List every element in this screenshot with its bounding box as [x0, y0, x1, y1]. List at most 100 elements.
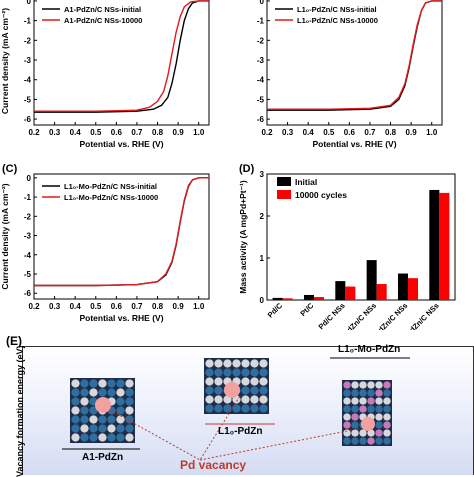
lattice-l10-pdzn: [204, 358, 269, 414]
legend-swatch: [277, 190, 291, 199]
chart-panel-b: 0.2 0.3 0.4 0.5 0.6 0.7 0.8 0.9 1.0 0 -1 -2 -3 -4 -5 -6…: [257, 0, 443, 149]
atom: [125, 388, 134, 397]
atom: [375, 437, 383, 445]
atom: [214, 386, 223, 395]
vacancy-marker-a1: [95, 397, 111, 413]
atom: [116, 433, 125, 442]
atom: [259, 377, 268, 386]
atom: [241, 404, 250, 413]
atom: [205, 386, 214, 395]
category-label: Pd/C: [266, 301, 285, 320]
atom: [367, 397, 375, 405]
vacancy-marker-l10-mo: [361, 417, 375, 431]
x-tick-label: 0.6: [111, 128, 123, 137]
x-axis-label: Potential vs. RHE (V): [312, 139, 396, 149]
atom: [375, 405, 383, 413]
atom: [205, 368, 214, 377]
atom: [367, 405, 375, 413]
atom: [116, 415, 125, 424]
atom: [214, 377, 223, 386]
x-tick-label: 0.5: [90, 302, 102, 311]
lattice-l10-mo-pdzn: [342, 380, 392, 446]
atom: [259, 404, 268, 413]
bar: [314, 297, 325, 300]
atom: [351, 381, 359, 389]
x-tick-label: 0.3: [49, 128, 61, 137]
atom: [343, 413, 351, 421]
y-tick-label: -4: [257, 76, 265, 85]
atom: [98, 433, 107, 442]
x-tick-label: 0.8: [152, 128, 164, 137]
atom: [71, 388, 80, 397]
atom: [223, 359, 232, 368]
atom: [71, 415, 80, 424]
atom: [359, 437, 367, 445]
atom: [232, 359, 241, 368]
x-tick-label: 0.2: [261, 128, 273, 137]
x-tick-label: 0.6: [111, 302, 123, 311]
atom: [343, 429, 351, 437]
atom: [241, 368, 250, 377]
atom: [383, 413, 391, 421]
atom: [98, 388, 107, 397]
atom: [343, 381, 351, 389]
x-tick-label: 0.4: [70, 128, 82, 137]
atom: [241, 395, 250, 404]
y-tick-label: -1: [24, 193, 32, 202]
bar: [335, 281, 346, 300]
atom: [383, 437, 391, 445]
atom: [351, 421, 359, 429]
x-tick-label: 0.9: [406, 128, 418, 137]
y-tick-label: -5: [24, 270, 32, 279]
atom: [125, 406, 134, 415]
x-tick-label: 0.7: [131, 128, 143, 137]
atom: [205, 359, 214, 368]
atom: [375, 381, 383, 389]
atom: [89, 424, 98, 433]
x-tick-label: 0.2: [28, 128, 40, 137]
atom: [383, 405, 391, 413]
atom: [80, 388, 89, 397]
atom: [214, 404, 223, 413]
legend-label: L1₀-PdZn/C NSs-10000: [297, 16, 378, 25]
atom: [98, 379, 107, 388]
x-tick-label: 0.8: [152, 302, 164, 311]
atom: [375, 429, 383, 437]
panel-label: (D): [239, 163, 255, 175]
atom: [250, 368, 259, 377]
atom: [383, 429, 391, 437]
plot-frame: [266, 0, 443, 126]
atom: [71, 379, 80, 388]
atom: [241, 359, 250, 368]
atom: [351, 437, 359, 445]
bar: [345, 286, 356, 300]
atom: [205, 404, 214, 413]
category-label: Pd/C NSs: [317, 301, 347, 330]
atom: [375, 389, 383, 397]
y-tick-label: -2: [257, 36, 265, 45]
atom: [351, 389, 359, 397]
y-tick-label: 0: [260, 296, 265, 305]
panel-e-drawing: [62, 357, 410, 461]
atom: [351, 405, 359, 413]
y-tick-label: -3: [24, 56, 32, 65]
category-label: Pt/C: [298, 301, 315, 318]
x-tick-label: 0.3: [49, 302, 61, 311]
atom: [232, 368, 241, 377]
atom: [116, 379, 125, 388]
atom: [232, 404, 241, 413]
atom: [359, 381, 367, 389]
atom: [89, 379, 98, 388]
panel-label: (C): [2, 163, 18, 175]
y-tick-label: 1: [260, 254, 265, 263]
atom: [80, 406, 89, 415]
x-tick-label: 1.0: [193, 302, 205, 311]
atom: [259, 386, 268, 395]
atom: [241, 386, 250, 395]
atom: [71, 406, 80, 415]
atom: [351, 397, 359, 405]
legend-label: Initial: [295, 177, 317, 187]
legend-label: A1-PdZn/C NSs-10000: [64, 16, 142, 25]
atom: [205, 377, 214, 386]
chart-panel-d: (D) 0 1 2 3 Mass activity (A mgPd+Pt⁻¹) Pd/C Pt…: [238, 163, 456, 330]
